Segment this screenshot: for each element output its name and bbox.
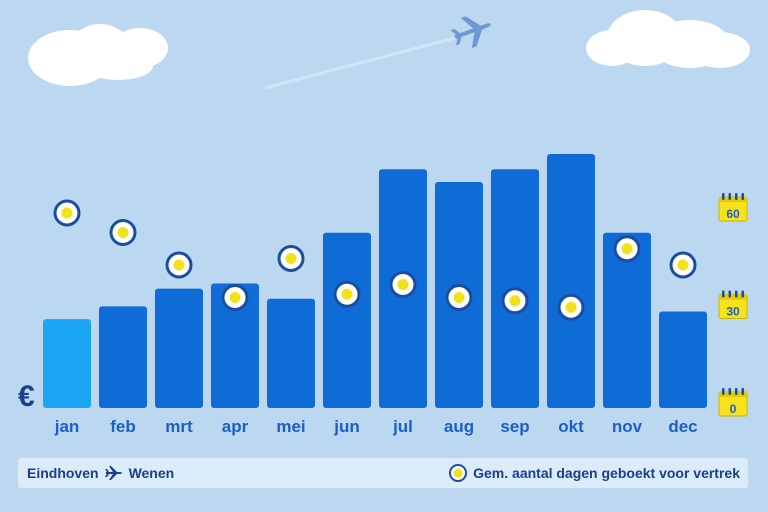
- airplane-icon: [450, 16, 491, 49]
- destination-city: Wenen: [128, 465, 175, 481]
- x-tick-label: aug: [444, 417, 474, 436]
- marker-nov: [613, 235, 641, 263]
- marker-apr: [221, 284, 249, 311]
- marker-okt: [557, 293, 585, 321]
- bar-nov: [603, 232, 651, 408]
- bar-jan: [43, 319, 91, 408]
- calendar-icon: 0: [718, 388, 748, 417]
- x-tick-label: apr: [222, 417, 249, 436]
- marker-mrt: [165, 251, 193, 279]
- bar-feb: [99, 306, 147, 408]
- route-label: Eindhoven Wenen: [27, 465, 174, 481]
- marker-series: [53, 199, 697, 321]
- bar-apr: [211, 283, 259, 408]
- x-tick-label: feb: [110, 417, 136, 436]
- bar-okt: [547, 154, 595, 408]
- bar-series: [43, 154, 707, 408]
- right-axis-tick: 0: [730, 402, 737, 416]
- marker-sep: [501, 287, 529, 315]
- right-axis-calendars: 60 30 0: [718, 193, 748, 417]
- x-tick-label: mrt: [165, 417, 193, 436]
- bar-mrt: [155, 288, 203, 408]
- x-tick-label: jun: [333, 417, 360, 436]
- currency-symbol: €: [18, 380, 35, 413]
- legend-label: Gem. aantal dagen geboekt voor vertrek: [473, 465, 740, 481]
- right-axis-tick: 60: [726, 207, 740, 221]
- cloud-left: [28, 24, 168, 86]
- marker-feb: [109, 219, 137, 246]
- marker-jun: [333, 280, 361, 308]
- marker-jan: [53, 199, 81, 227]
- marker-jul: [389, 271, 417, 298]
- bar-jun: [323, 232, 371, 408]
- chart-footer: Eindhoven Wenen Gem. aantal dagen geboek…: [18, 458, 748, 488]
- marker-dec: [669, 251, 697, 279]
- marker-aug: [445, 284, 473, 311]
- x-tick-label: mei: [276, 417, 305, 436]
- cloud-right: [586, 10, 750, 68]
- x-tick-label: dec: [668, 417, 697, 436]
- x-tick-label: nov: [612, 417, 643, 436]
- x-tick-label: okt: [558, 417, 584, 436]
- bar-dec: [659, 311, 707, 408]
- origin-city: Eindhoven: [27, 465, 99, 481]
- x-axis-labels: jan feb mrt apr mei jun jul aug sep okt nov dec: [54, 417, 698, 436]
- calendar-icon: 60: [718, 193, 748, 222]
- x-tick-label: sep: [500, 417, 529, 436]
- x-tick-label: jul: [392, 417, 413, 436]
- right-axis-tick: 30: [726, 305, 740, 319]
- marker-mei: [277, 245, 305, 272]
- bar-mei: [267, 298, 315, 408]
- contrail: [264, 36, 456, 90]
- plane-icon: [104, 466, 123, 480]
- yellow-dot-marker-icon: [449, 464, 468, 482]
- calendar-icon: 30: [718, 290, 748, 319]
- x-tick-label: jan: [54, 417, 80, 436]
- chart-legend: Gem. aantal dagen geboekt voor vertrek: [449, 464, 740, 482]
